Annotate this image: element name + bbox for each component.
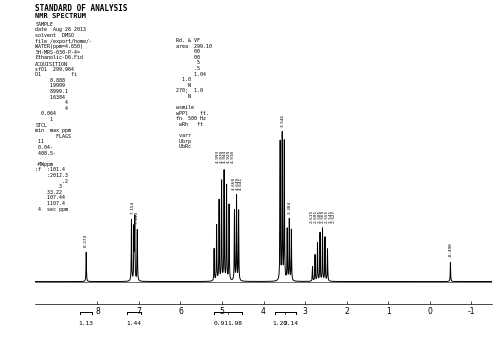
Text: 1.20: 1.20 — [272, 321, 287, 325]
Text: STANDARD OF ANALYSIS: STANDARD OF ANALYSIS — [35, 4, 127, 13]
Text: Rd. & VF
area  299.10
      00
      00
       5
      .5
      1.04
  1.0
    N: Rd. & VF area 299.10 00 00 5 .5 1.04 1.0… — [175, 38, 211, 150]
Text: 2.615
2.601
2.585
2.569
2.555
2.541
2.527: 2.615 2.601 2.585 2.569 2.555 2.541 2.52… — [309, 210, 335, 223]
Text: 8.274: 8.274 — [84, 234, 88, 247]
Text: 1.44: 1.44 — [126, 321, 141, 325]
Text: 4.993
4.970
4.944
4.929
4.910: 4.993 4.970 4.944 4.929 4.910 — [215, 150, 234, 163]
Text: 4.660
4.649
4.641: 4.660 4.649 4.641 — [231, 177, 242, 190]
Text: SAMPLE
date  Aug 26 2013
solvent  DMSO
file /export/home/-
WATER(ppm=4.650)
SH-M: SAMPLE date Aug 26 2013 solvent DMSO fil… — [35, 22, 92, 211]
Text: ppm: ppm — [500, 310, 501, 319]
Text: 2.14: 2.14 — [283, 321, 298, 325]
Text: 7.154: 7.154 — [131, 201, 135, 214]
Text: NMR SPECTRUM: NMR SPECTRUM — [35, 13, 86, 19]
Text: 7.100: 7.100 — [134, 211, 138, 224]
Text: 0.91: 0.91 — [213, 321, 228, 325]
Text: 3.384: 3.384 — [288, 201, 292, 214]
Text: 3.546: 3.546 — [280, 114, 284, 127]
Text: 1.98: 1.98 — [227, 321, 242, 325]
Text: -0.498: -0.498 — [447, 242, 451, 257]
Text: 1.13: 1.13 — [79, 321, 94, 325]
